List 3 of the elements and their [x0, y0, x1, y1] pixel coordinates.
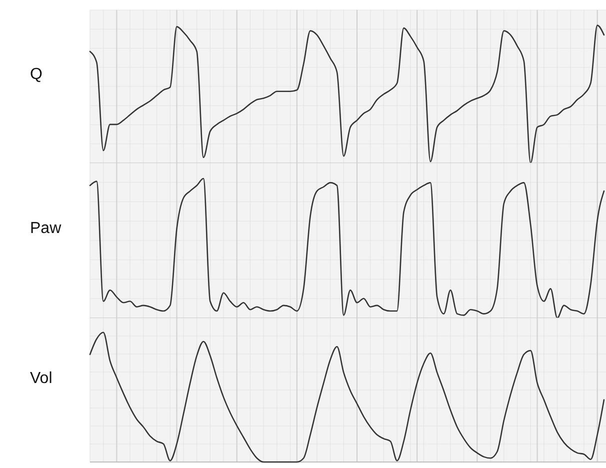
- y-axis-title: Paw: [30, 220, 62, 237]
- y-axis-title: Q: [30, 66, 42, 83]
- y-axis-title: Vol: [30, 370, 52, 387]
